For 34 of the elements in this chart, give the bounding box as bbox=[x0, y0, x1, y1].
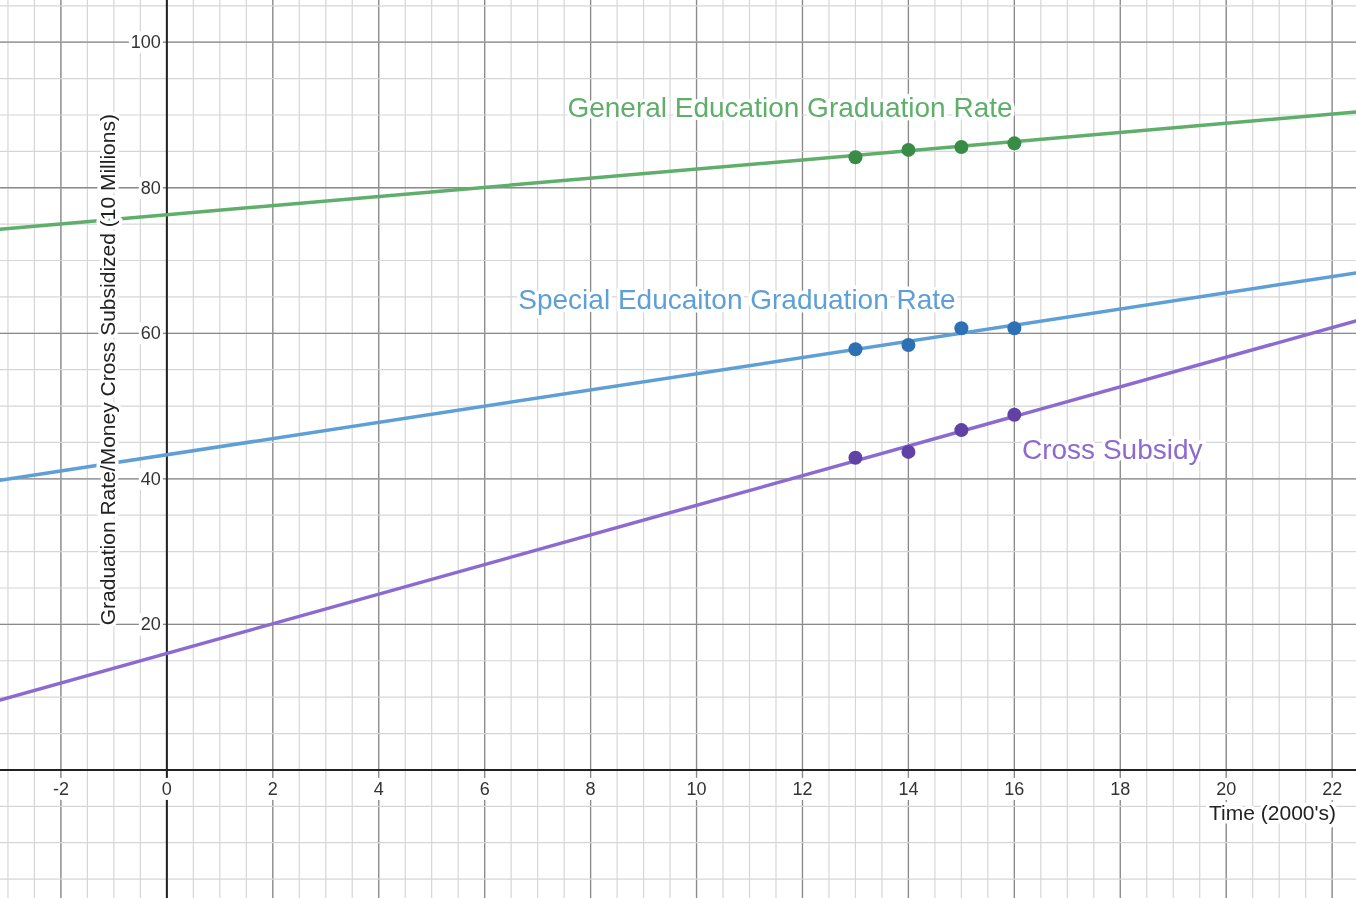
point bbox=[1007, 407, 1022, 422]
point bbox=[901, 337, 916, 352]
x-tick-label: 12 bbox=[792, 778, 813, 799]
series-label: Special Educaiton Graduation Rate bbox=[518, 284, 956, 316]
point bbox=[1007, 321, 1022, 336]
point bbox=[848, 450, 863, 465]
point bbox=[954, 140, 969, 154]
x-tick-label: 22 bbox=[1322, 778, 1343, 799]
x-tick-label: 4 bbox=[373, 778, 384, 799]
x-tick-label: 8 bbox=[585, 778, 596, 799]
x-tick-label: 6 bbox=[479, 778, 490, 799]
point bbox=[901, 444, 916, 459]
y-tick-label: 100 bbox=[130, 32, 161, 53]
y-tick-label: 80 bbox=[140, 177, 161, 198]
point bbox=[1007, 136, 1022, 151]
y-tick-label: 20 bbox=[140, 614, 161, 635]
y-tick-label: 40 bbox=[140, 468, 161, 489]
point bbox=[848, 342, 863, 357]
x-tick-label: 10 bbox=[686, 778, 707, 799]
x-tick-label: 0 bbox=[161, 778, 172, 799]
point bbox=[954, 321, 969, 336]
x-tick-label: 20 bbox=[1216, 778, 1237, 799]
series-label: General Education Graduation Rate bbox=[567, 92, 1013, 124]
point bbox=[954, 423, 969, 438]
x-tick-label: 14 bbox=[898, 778, 919, 799]
point bbox=[848, 150, 863, 165]
x-tick-label: -2 bbox=[52, 778, 69, 799]
x-tick-label: 2 bbox=[267, 778, 278, 799]
x-axis-title: Time (2000's) bbox=[1209, 800, 1336, 824]
x-tick-label: 18 bbox=[1110, 778, 1131, 799]
x-tick-label: 16 bbox=[1004, 778, 1025, 799]
y-axis-title: Graduation Rate/Money Cross Subsidized (10 Millions) bbox=[95, 114, 119, 626]
point bbox=[901, 142, 916, 157]
y-tick-label: 60 bbox=[140, 323, 161, 344]
